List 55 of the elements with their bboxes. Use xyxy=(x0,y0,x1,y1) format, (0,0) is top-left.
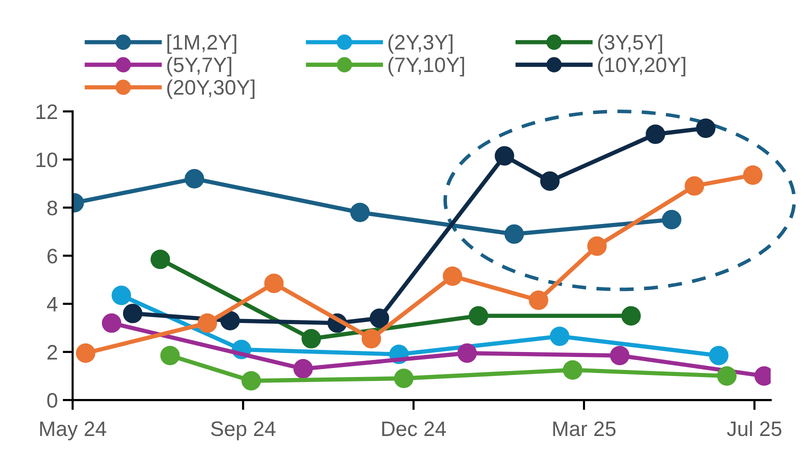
x-tick-label: Sep 24 xyxy=(211,421,276,440)
point xyxy=(160,346,180,366)
point xyxy=(76,343,96,363)
point xyxy=(468,306,488,326)
point xyxy=(241,371,261,391)
point xyxy=(102,313,122,333)
point xyxy=(587,236,607,256)
point xyxy=(717,366,737,386)
point xyxy=(494,146,514,166)
y-tick-label: 10 xyxy=(36,152,58,168)
legend-label: (3Y,5Y] xyxy=(598,34,662,54)
point xyxy=(696,118,716,138)
point xyxy=(122,304,142,324)
point xyxy=(684,176,704,196)
legend-label: (10Y,20Y] xyxy=(598,56,686,76)
point xyxy=(662,210,682,230)
point xyxy=(442,266,462,286)
point xyxy=(362,328,382,348)
point xyxy=(743,165,763,185)
point xyxy=(150,250,170,270)
legend-label: (7Y,10Y] xyxy=(388,56,464,76)
point xyxy=(621,306,641,326)
point xyxy=(504,224,524,244)
legend-label: (5Y,7Y] xyxy=(167,56,232,76)
x-tick-label: May 24 xyxy=(40,421,106,440)
point xyxy=(562,360,582,380)
point xyxy=(540,171,560,191)
point xyxy=(302,328,321,348)
y-tick-label: 6 xyxy=(48,248,58,264)
y-tick-label: 4 xyxy=(46,297,58,312)
point xyxy=(550,326,570,346)
point xyxy=(646,124,666,144)
point xyxy=(264,274,284,294)
point xyxy=(184,169,204,188)
y-tick-label: 0 xyxy=(47,393,58,408)
point xyxy=(528,290,548,310)
point xyxy=(293,359,313,378)
legend-label: (2Y,3Y] xyxy=(388,34,452,54)
x-tick-label: Jul 25 xyxy=(726,420,782,436)
point xyxy=(394,368,414,388)
point xyxy=(709,346,728,366)
legend-label: (20Y,30Y] xyxy=(167,79,254,99)
point xyxy=(112,286,132,306)
point xyxy=(198,313,218,333)
point xyxy=(220,310,240,330)
y-tick-label: 12 xyxy=(36,104,58,119)
y-tick-label: 2 xyxy=(48,344,57,360)
legend-label: [1M,2Y] xyxy=(167,34,236,54)
point xyxy=(370,308,390,328)
point xyxy=(350,202,370,222)
point xyxy=(610,346,630,366)
point xyxy=(457,343,477,363)
x-tick-label: Mar 25 xyxy=(553,421,616,436)
x-tick-label: Dec 24 xyxy=(382,421,446,436)
y-tick-label: 8 xyxy=(47,200,58,216)
